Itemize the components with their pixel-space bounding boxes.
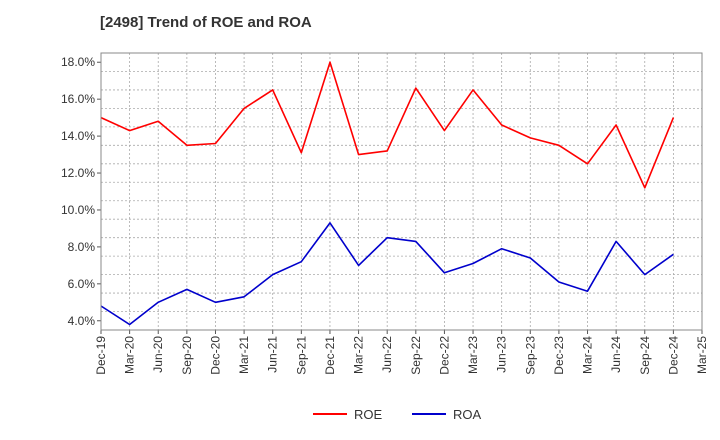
series-line-roe — [100, 61, 675, 189]
y-tick-label: 4.0% — [68, 314, 96, 328]
x-tick-label: Jun-24 — [609, 336, 623, 373]
x-tick-label: Jun-20 — [151, 336, 165, 373]
legend-item-roe[interactable]: ROE — [313, 407, 383, 422]
x-tick-label: Sep-23 — [523, 336, 537, 375]
x-tick-label: Sep-22 — [409, 336, 423, 375]
x-tick-label: Mar-21 — [237, 336, 251, 374]
legend-label: ROA — [453, 407, 482, 422]
x-tick-label: Dec-19 — [94, 336, 108, 375]
x-tick-label: Jun-23 — [495, 336, 509, 373]
x-axis: Dec-19 Mar-20 Jun-20 Sep-20 Dec-20 Mar-21 Jun-… — [94, 330, 709, 375]
x-tick-label: Dec-22 — [437, 336, 451, 375]
x-tick-label: Sep-24 — [638, 336, 652, 375]
y-tick-label: 16.0% — [61, 92, 95, 106]
y-tick-label: 14.0% — [61, 129, 95, 143]
x-tick-label: Dec-20 — [208, 336, 222, 375]
x-tick-label: Mar-22 — [352, 336, 366, 374]
series-line-roa — [100, 222, 674, 326]
x-tick-label: Sep-20 — [180, 336, 194, 375]
y-tick-label: 10.0% — [61, 203, 95, 217]
x-tick-label: Jun-21 — [266, 336, 280, 373]
x-tick-label: Dec-23 — [552, 336, 566, 375]
y-axis: 4.0% 6.0% 8.0% 10.0% 12.0% 14.0% 16.0% 18.0% — [61, 55, 101, 328]
x-tick-label: Jun-22 — [380, 336, 394, 373]
chart-title: [2498] Trend of ROE and ROA — [100, 14, 312, 31]
legend-label: ROE — [354, 407, 383, 422]
y-tick-label: 12.0% — [61, 166, 95, 180]
legend[interactable]: ROE ROA — [313, 407, 482, 422]
y-tick-label: 8.0% — [68, 240, 96, 254]
x-tick-label: Dec-24 — [666, 336, 680, 375]
x-tick-label: Sep-21 — [294, 336, 308, 375]
y-tick-label: 18.0% — [61, 55, 95, 69]
plot-frame — [100, 52, 703, 331]
legend-item-roa[interactable]: ROA — [412, 407, 482, 422]
x-tick-label: Mar-23 — [466, 336, 480, 374]
x-tick-label: Mar-24 — [581, 336, 595, 374]
y-tick-label: 6.0% — [68, 277, 96, 291]
x-tick-label: Mar-20 — [123, 336, 137, 374]
grid — [100, 52, 703, 331]
x-tick-label: Dec-21 — [323, 336, 337, 375]
series-lines — [100, 61, 675, 326]
x-tick-label: Mar-25 — [695, 336, 709, 374]
